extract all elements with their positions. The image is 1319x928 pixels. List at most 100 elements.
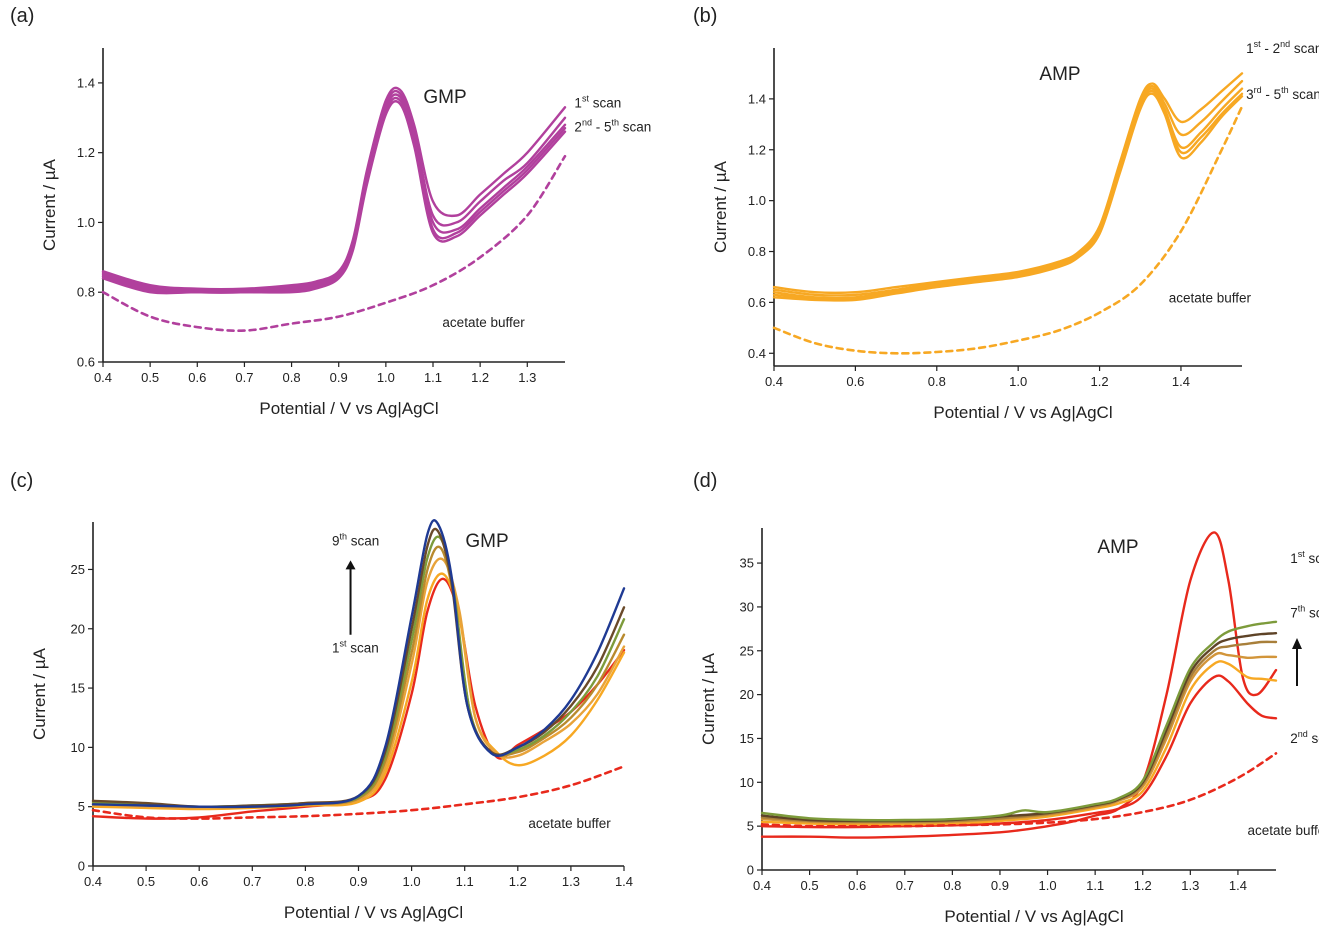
x-tick-label: 0.4 (765, 374, 783, 389)
annotation-text: scan (1305, 605, 1319, 620)
series-line (772, 92, 1244, 302)
y-tick-label: 0.8 (748, 244, 766, 259)
x-tick-label: 0.9 (349, 874, 367, 889)
annotation-text: scan (1290, 41, 1319, 56)
series-line (91, 572, 626, 811)
series-line (760, 620, 1278, 822)
annotation-superscript: nd (1298, 729, 1308, 739)
chart-title: AMP (1097, 537, 1138, 558)
annotation-number: 2 (1290, 731, 1298, 746)
x-tick-label: 1.1 (424, 370, 442, 385)
annotation-number: 1 (1290, 551, 1298, 566)
annotation-text: scan (1305, 551, 1319, 566)
y-tick-label: 10 (71, 740, 85, 755)
annotation-label: 2nd scan (1290, 729, 1319, 746)
series-line-buffer (91, 765, 626, 820)
x-tick-label: 1.1 (1086, 878, 1104, 893)
series-line (91, 577, 626, 820)
y-tick-label: 10 (740, 775, 754, 790)
series-line (101, 89, 567, 293)
annotation-text: - 5 (1262, 87, 1282, 102)
panel-d: (d) 0.4 0.5 0.6 0.7 0.8 0.9 1.0 1.1 1.2 1.3 1.4 0 5 10… (693, 470, 1319, 926)
annotation-number: 3 (1246, 87, 1254, 102)
series-line (91, 535, 626, 808)
annotation-superscript: st (1298, 549, 1306, 559)
y-tick-label: 0.6 (77, 355, 95, 370)
annotation-number: 2 (574, 120, 582, 135)
y-axis-label: Current / µA (30, 647, 49, 740)
annotation-number: 7 (1290, 605, 1298, 620)
series-line (760, 531, 1278, 839)
annotation-label: acetate buffer (1247, 823, 1319, 838)
annotation-superscript: th (1298, 603, 1306, 613)
series-line-buffer (772, 105, 1244, 355)
y-axis-label: Current / µA (711, 160, 730, 253)
x-tick-label: 0.5 (137, 874, 155, 889)
series-line (91, 545, 626, 809)
y-tick-label: 1.2 (77, 145, 95, 160)
series-line-buffer (101, 154, 567, 333)
panel-a: (a) 0.4 0.5 0.6 0.7 0.8 0.9 1.0 1.1 1.2 1.3 0.6 0.8 1… (10, 5, 651, 418)
x-axis-label: Potential / V vs Ag|AgCl (933, 403, 1112, 422)
annotation-text: scan (1308, 731, 1319, 746)
series-line (760, 632, 1278, 823)
x-tick-label: 0.7 (243, 874, 261, 889)
y-tick-label: 1.4 (748, 91, 766, 106)
annotation-label: 9th scan (332, 532, 379, 549)
annotation-superscript: rd (1254, 85, 1262, 95)
annotation-number: 1 (332, 640, 340, 655)
y-tick-label: 15 (71, 681, 85, 696)
chart-title: GMP (423, 87, 466, 108)
annotation-text: scan (347, 534, 379, 549)
x-tick-label: 0.6 (848, 878, 866, 893)
y-tick-label: 0.4 (748, 346, 766, 361)
x-tick-label: 0.9 (991, 878, 1009, 893)
x-tick-label: 0.8 (283, 370, 301, 385)
annotation-label: 2nd - 5th scan (574, 118, 651, 135)
y-tick-label: 1.0 (77, 215, 95, 230)
x-tick-label: 1.4 (615, 874, 633, 889)
y-tick-label: 0.8 (77, 285, 95, 300)
x-tick-label: 1.2 (1134, 878, 1152, 893)
series-line (772, 79, 1244, 297)
y-tick-label: 1.2 (748, 142, 766, 157)
panel-label: (a) (10, 5, 34, 27)
x-tick-label: 1.2 (1091, 374, 1109, 389)
annotation-text: scan (346, 640, 378, 655)
x-axis-label: Potential / V vs Ag|AgCl (259, 399, 438, 418)
annotation-superscript: st (1254, 39, 1262, 49)
series-line-buffer (760, 752, 1278, 828)
annotation-superscript: th (339, 532, 347, 542)
annotation-superscript: th (611, 118, 619, 128)
x-tick-label: 1.0 (1009, 374, 1027, 389)
y-tick-label: 25 (740, 643, 754, 658)
x-tick-label: 1.4 (1229, 878, 1247, 893)
annotation-label: acetate buffer (528, 816, 611, 831)
panel-label: (d) (693, 470, 717, 492)
annotation-label: 1st scan (574, 93, 621, 110)
annotation-text: scan (1289, 87, 1319, 102)
series-line (91, 519, 626, 809)
x-tick-label: 1.3 (1181, 878, 1199, 893)
chart-title: GMP (465, 531, 508, 552)
series-line (101, 93, 567, 294)
y-axis-label: Current / µA (40, 158, 59, 251)
y-tick-label: 25 (71, 562, 85, 577)
x-tick-label: 0.8 (928, 374, 946, 389)
panel-b: (b) 0.4 0.6 0.8 1.0 1.2 1.4 0.4 0.6 0.8 1.0 1.2 1.4 P… (693, 5, 1319, 422)
annotation-text: - 5 (592, 120, 612, 135)
panel-label: (b) (693, 5, 717, 27)
annotation-label: 7th scan (1290, 603, 1319, 620)
y-tick-label: 0 (747, 863, 754, 878)
annotation-number: 1 (1246, 41, 1254, 56)
y-axis-label: Current / µA (699, 652, 718, 745)
x-tick-label: 1.0 (403, 874, 421, 889)
x-tick-label: 0.5 (141, 370, 159, 385)
x-axis-label: Potential / V vs Ag|AgCl (944, 907, 1123, 926)
y-tick-label: 15 (740, 731, 754, 746)
annotation-label: 3rd - 5th scan (1246, 85, 1319, 102)
annotation-superscript: th (1281, 85, 1289, 95)
x-tick-label: 1.3 (518, 370, 536, 385)
x-tick-label: 0.4 (94, 370, 112, 385)
